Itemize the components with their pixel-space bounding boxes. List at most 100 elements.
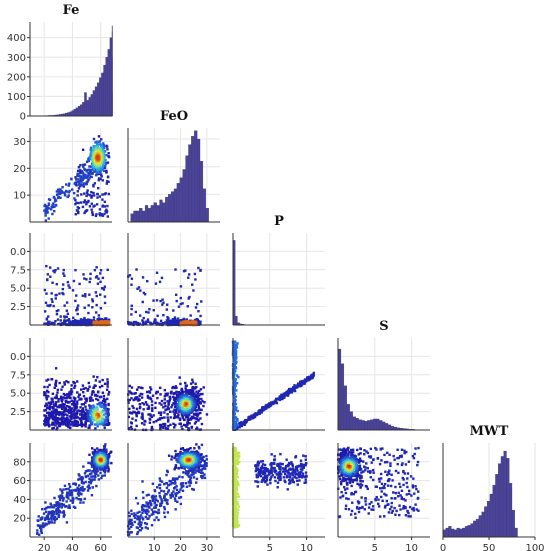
scatter-point bbox=[57, 508, 60, 511]
scatter-point bbox=[67, 411, 71, 414]
scatter-point bbox=[96, 411, 99, 414]
scatter-point bbox=[55, 512, 58, 516]
histogram-bar bbox=[191, 136, 195, 223]
scatter-point bbox=[51, 427, 54, 430]
scatter-point bbox=[84, 480, 87, 484]
scatter-point bbox=[176, 402, 180, 406]
scatter-point bbox=[234, 340, 237, 343]
scatter-point bbox=[79, 487, 83, 490]
scatter-point bbox=[60, 400, 64, 403]
scatter-point bbox=[159, 299, 162, 303]
scatter-point bbox=[79, 498, 83, 502]
scatter-point bbox=[47, 390, 50, 394]
scatter-point bbox=[189, 446, 192, 450]
scatter-point bbox=[103, 449, 107, 453]
scatter-point bbox=[128, 407, 131, 411]
scatter-point bbox=[64, 487, 68, 491]
histogram-bar bbox=[144, 205, 149, 223]
scatter-point bbox=[54, 408, 57, 412]
histogram-bar bbox=[364, 421, 368, 431]
histogram-bar bbox=[179, 177, 183, 223]
scatter-point bbox=[141, 480, 144, 483]
scatter-point bbox=[182, 401, 186, 404]
scatter-point bbox=[107, 422, 111, 426]
scatter-point bbox=[170, 480, 173, 483]
scatter-point bbox=[95, 320, 99, 323]
scatter-point bbox=[39, 530, 43, 533]
scatter-point bbox=[50, 410, 54, 413]
scatter-point bbox=[189, 481, 193, 485]
scatter-point bbox=[199, 393, 202, 396]
scatter-point bbox=[53, 396, 57, 399]
scatter-point bbox=[235, 360, 238, 364]
scatter-point bbox=[75, 178, 78, 181]
scatter-point bbox=[103, 398, 107, 402]
scatter-point bbox=[102, 445, 106, 448]
scatter-point bbox=[165, 319, 169, 322]
scatter-point bbox=[103, 317, 107, 320]
scatter-point bbox=[47, 217, 50, 220]
scatter-point bbox=[166, 406, 170, 409]
scatter-point bbox=[66, 491, 69, 494]
scatter-point bbox=[76, 391, 79, 394]
scatter-point bbox=[76, 410, 79, 413]
scatter-point bbox=[65, 393, 69, 396]
scatter-point bbox=[51, 417, 55, 421]
scatter-point bbox=[293, 384, 296, 387]
scatter-point bbox=[58, 192, 62, 196]
histogram-bar bbox=[77, 106, 81, 117]
scatter-point bbox=[83, 277, 86, 280]
scatter-point bbox=[176, 454, 180, 457]
scatter-point bbox=[283, 392, 286, 395]
scatter-point bbox=[104, 412, 107, 415]
scatter-point bbox=[101, 384, 104, 388]
scatter-point bbox=[63, 381, 66, 384]
scatter-point bbox=[61, 422, 65, 425]
scatter-point bbox=[77, 166, 81, 169]
scatter-point bbox=[171, 385, 175, 389]
scatter-point bbox=[70, 177, 73, 181]
scatter-point bbox=[139, 392, 143, 396]
scatter-point bbox=[188, 397, 191, 401]
scatter-point bbox=[145, 501, 148, 504]
scatter-point bbox=[95, 397, 98, 401]
scatter-point bbox=[74, 198, 77, 202]
scatter-point bbox=[82, 185, 85, 188]
scatter-point bbox=[76, 411, 79, 415]
scatter-point bbox=[96, 418, 100, 421]
scatter-point bbox=[195, 450, 198, 453]
scatter-point bbox=[101, 166, 104, 169]
scatter-point bbox=[174, 293, 178, 297]
scatter-point bbox=[141, 417, 144, 420]
scatter-point bbox=[43, 385, 46, 389]
scatter-point bbox=[96, 170, 99, 173]
scatter-point bbox=[179, 382, 182, 386]
scatter-point bbox=[89, 165, 93, 168]
scatter-point bbox=[151, 407, 154, 410]
scatter-point bbox=[232, 375, 235, 378]
scatter-point bbox=[169, 416, 172, 419]
scatter-point bbox=[80, 413, 84, 417]
scatter-point bbox=[94, 427, 97, 430]
histogram-bar bbox=[153, 202, 157, 223]
scatter-point bbox=[167, 418, 170, 422]
scatter-point bbox=[196, 415, 199, 418]
scatter-point bbox=[148, 308, 151, 311]
scatter-point bbox=[103, 418, 107, 422]
scatter-point bbox=[200, 300, 203, 303]
scatter-point bbox=[192, 392, 196, 395]
scatter-point bbox=[93, 384, 96, 387]
scatter-point bbox=[57, 400, 60, 403]
scatter-point bbox=[63, 383, 66, 386]
scatter-point bbox=[56, 193, 59, 196]
scatter-point bbox=[81, 178, 84, 182]
scatter-point bbox=[188, 321, 192, 325]
scatter-point bbox=[102, 169, 106, 173]
scatter-point bbox=[65, 309, 69, 312]
scatter-point bbox=[135, 407, 139, 411]
scatter-point bbox=[161, 322, 165, 326]
scatter-point bbox=[86, 389, 89, 392]
scatter-point bbox=[128, 522, 131, 526]
scatter-point bbox=[291, 387, 295, 390]
scatter-point bbox=[93, 478, 96, 481]
